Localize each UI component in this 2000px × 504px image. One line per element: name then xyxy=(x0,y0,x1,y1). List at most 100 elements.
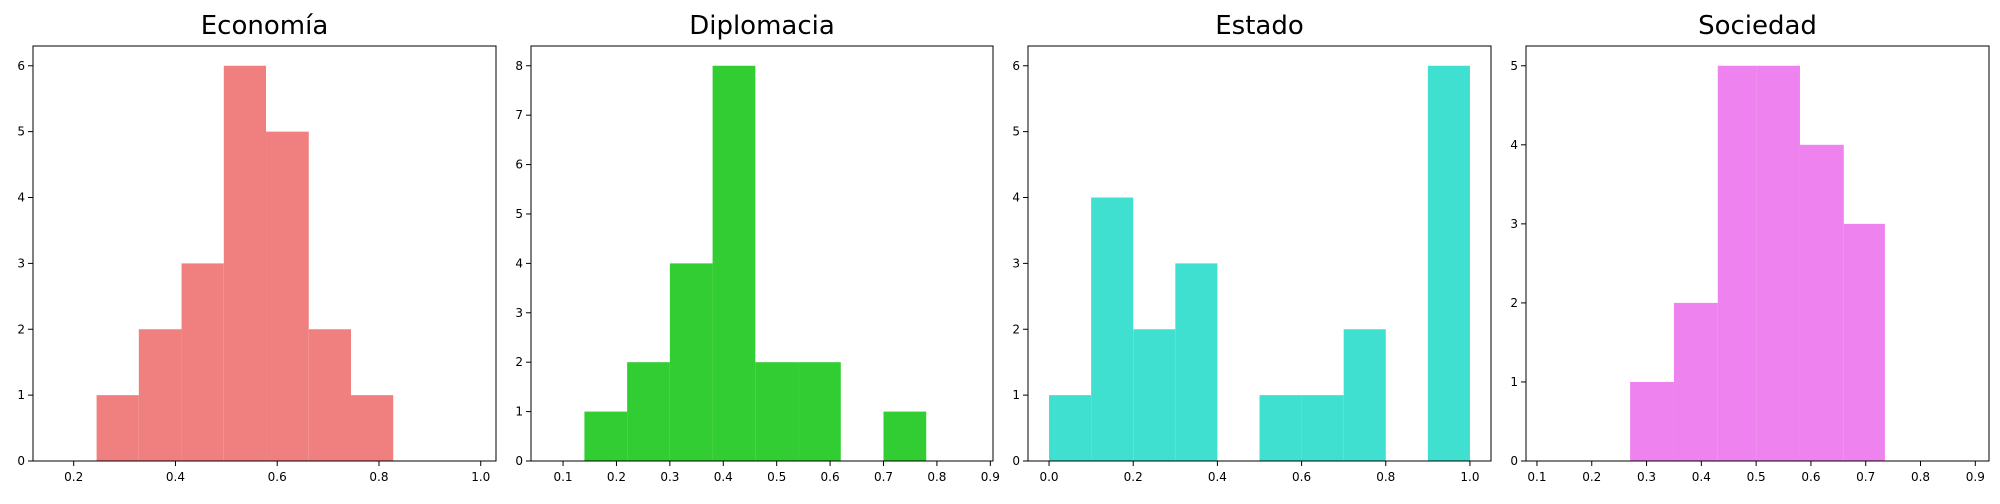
histogram-bar xyxy=(223,65,267,461)
chart-panel-1: Economía 0.2 0.4 0.6 0.8 1.0 0 1 2 3 4 5 6 xyxy=(17,11,497,484)
chart-title: Estado xyxy=(1215,11,1304,41)
histogram-bar xyxy=(350,395,394,461)
y-tick-label: 6 xyxy=(1012,59,1020,73)
y-tick-label: 1 xyxy=(1510,375,1518,389)
y-tick-label: 7 xyxy=(515,108,523,122)
y-tick-label: 0 xyxy=(1510,454,1518,468)
histogram-bar xyxy=(1301,395,1344,461)
x-tick-label: 0.3 xyxy=(1637,470,1656,484)
x-tick-label: 1.0 xyxy=(471,470,490,484)
histogram-bar xyxy=(1717,65,1757,461)
x-tick-label: 0.8 xyxy=(369,470,388,484)
histogram-bar xyxy=(669,263,713,461)
y-tick-label: 5 xyxy=(1510,59,1518,73)
chart-title: Diplomacia xyxy=(689,11,835,41)
histogram-bar xyxy=(1175,263,1218,461)
histogram-bar xyxy=(308,329,351,461)
axes-frame xyxy=(530,45,994,462)
x-tick-label: 0.6 xyxy=(821,470,840,484)
x-tick-label: 0.4 xyxy=(1692,470,1711,484)
x-tick-label: 0.0 xyxy=(1039,470,1058,484)
chart-panel-3: Estado 0.0 0.2 0.4 0.6 0.8 1.0 0 1 2 3 4 5 6 xyxy=(1012,11,1492,484)
histogram-bar xyxy=(1091,197,1134,461)
y-tick-label: 2 xyxy=(515,355,523,369)
histogram-bar xyxy=(1427,65,1470,461)
chart-title: Sociedad xyxy=(1698,11,1817,41)
x-tick-label: 0.1 xyxy=(1527,470,1546,484)
histogram-bar xyxy=(138,329,182,461)
y-tick-label: 5 xyxy=(1012,125,1020,139)
x-tick-label: 0.6 xyxy=(268,470,287,484)
histogram-bar xyxy=(181,263,224,461)
y-tick-label: 8 xyxy=(515,59,523,73)
y-tick-label: 4 xyxy=(1012,191,1020,205)
x-tick-label: 0.5 xyxy=(1747,470,1766,484)
x-tick-label: 0.7 xyxy=(874,470,893,484)
chart-title: Economía xyxy=(201,11,329,41)
y-tick-label: 1 xyxy=(1012,388,1020,402)
y-tick-label: 2 xyxy=(17,322,25,336)
histogram-bar xyxy=(96,395,139,461)
y-tick-label: 0 xyxy=(17,454,25,468)
y-tick-label: 3 xyxy=(1510,217,1518,231)
x-tick-label: 0.7 xyxy=(1856,470,1875,484)
y-tick-label: 5 xyxy=(17,125,25,139)
axes-frame xyxy=(1027,45,1492,462)
histogram-bar xyxy=(1843,223,1885,461)
y-tick-label: 2 xyxy=(1510,296,1518,310)
x-tick-label: 0.6 xyxy=(1801,470,1820,484)
x-tick-label: 0.5 xyxy=(767,470,786,484)
x-tick-label: 0.2 xyxy=(64,470,83,484)
y-tick-label: 3 xyxy=(17,256,25,270)
y-tick-label: 4 xyxy=(17,191,25,205)
y-tick-label: 4 xyxy=(515,256,523,270)
y-tick-label: 0 xyxy=(515,454,523,468)
x-tick-label: 0.3 xyxy=(660,470,679,484)
x-tick-label: 0.2 xyxy=(607,470,626,484)
histogram-bar xyxy=(627,362,670,461)
histogram-bar xyxy=(798,362,841,461)
x-tick-label: 0.8 xyxy=(1376,470,1395,484)
histogram-bar xyxy=(1756,65,1800,461)
histogram-bar xyxy=(1133,329,1176,461)
x-tick-label: 0.4 xyxy=(1208,470,1227,484)
y-tick-label: 6 xyxy=(515,158,523,172)
y-tick-label: 4 xyxy=(1510,138,1518,152)
x-tick-label: 0.8 xyxy=(927,470,946,484)
histogram-bar xyxy=(883,411,927,461)
y-tick-label: 1 xyxy=(515,405,523,419)
x-tick-label: 0.2 xyxy=(1124,470,1143,484)
x-tick-label: 0.8 xyxy=(1911,470,1930,484)
x-tick-label: 0.2 xyxy=(1582,470,1601,484)
chart-panel-2: Diplomacia 0.1 0.2 0.3 0.4 0.5 0.6 0.7 0.8 0.9 0 1 2… xyxy=(515,11,1000,484)
histogram-bar xyxy=(584,411,628,461)
histogram-bar xyxy=(1630,381,1674,461)
x-tick-label: 0.6 xyxy=(1292,470,1311,484)
histogram-bar xyxy=(1799,144,1844,462)
histogram-bar xyxy=(266,131,309,461)
axes-frame xyxy=(32,45,497,462)
histogram-bar xyxy=(1259,395,1302,461)
y-tick-label: 0 xyxy=(1012,454,1020,468)
x-tick-label: 0.9 xyxy=(1966,470,1985,484)
histogram-bar xyxy=(755,362,799,461)
x-tick-label: 0.1 xyxy=(553,470,572,484)
axes-frame xyxy=(1525,45,1990,462)
y-tick-label: 3 xyxy=(1012,256,1020,270)
histogram-bar xyxy=(712,65,756,461)
y-tick-label: 2 xyxy=(1012,322,1020,336)
y-tick-label: 3 xyxy=(515,306,523,320)
histogram-bar xyxy=(1673,302,1718,461)
y-tick-label: 6 xyxy=(17,59,25,73)
chart-panel-4: Sociedad 0.1 0.2 0.3 0.4 0.5 0.6 0.7 0.8 0.9 0 1 2 3 4… xyxy=(1510,11,1990,484)
x-tick-label: 0.9 xyxy=(981,470,1000,484)
x-tick-label: 1.0 xyxy=(1460,470,1479,484)
y-tick-label: 5 xyxy=(515,207,523,221)
x-tick-label: 0.4 xyxy=(166,470,185,484)
x-tick-label: 0.4 xyxy=(714,470,733,484)
histogram-bar xyxy=(1343,329,1386,461)
y-tick-label: 1 xyxy=(17,388,25,402)
histogram-bar xyxy=(1049,395,1092,461)
